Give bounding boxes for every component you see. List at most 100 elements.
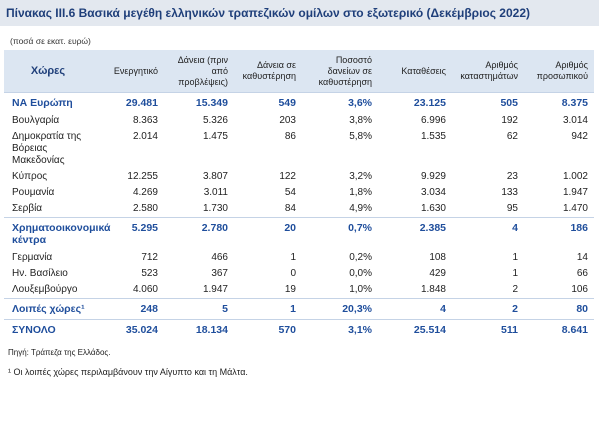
cell: 523 bbox=[141, 268, 158, 279]
row-label: Σερβία bbox=[12, 203, 43, 214]
cell: 2.580 bbox=[132, 203, 158, 214]
cell: 1.947 bbox=[202, 284, 228, 295]
column-header: Ποσοστό δανείων σε καθυστέρηση bbox=[302, 50, 378, 93]
cell: 0,2% bbox=[349, 252, 372, 263]
column-header: Αριθμός προσωπικού bbox=[524, 50, 594, 93]
column-header: Χώρες bbox=[4, 50, 96, 93]
cell: 1,0% bbox=[349, 284, 372, 295]
cell: 2 bbox=[512, 284, 518, 295]
cell: 106 bbox=[571, 284, 588, 295]
cell: 3,6% bbox=[302, 92, 378, 113]
unit-note: (ποσά σε εκατ. ευρώ) bbox=[10, 36, 91, 46]
cell: 0,0% bbox=[349, 268, 372, 279]
cell: 3.011 bbox=[203, 187, 228, 198]
table-row: Ρουμανία 4.269 3.011 54 1,8% 3.034 133 1.947 bbox=[4, 185, 594, 201]
cell: 1.470 bbox=[562, 203, 588, 214]
cell: 1.535 bbox=[420, 131, 446, 142]
table-row: Σερβία 2.580 1.730 84 4,9% 1.630 95 1.470 bbox=[4, 201, 594, 218]
row-label: Δημοκρατία της Βόρειας Μακεδονίας bbox=[12, 131, 82, 166]
row-label: ΝΑ Ευρώπη bbox=[4, 92, 96, 113]
column-header: Καταθέσεις bbox=[378, 50, 452, 93]
row-label: Λουξεμβούργο bbox=[12, 284, 78, 295]
cell: 2.014 bbox=[132, 131, 158, 142]
cell: 122 bbox=[279, 171, 296, 182]
cell: 549 bbox=[234, 92, 302, 113]
group-row: Λοιπές χώρες¹ 248 5 1 20,3% 4 2 80 bbox=[4, 298, 594, 320]
cell: 35.024 bbox=[96, 319, 164, 340]
table-row: Λουξεμβούργο 4.060 1.947 19 1,0% 1.848 2 106 bbox=[4, 282, 594, 299]
cell: 3.807 bbox=[202, 171, 228, 182]
cell: 4 bbox=[378, 298, 452, 320]
group-row: ΣΥΝΟΛΟ 35.024 18.134 570 3,1% 25.514 511 8.641 bbox=[4, 319, 594, 340]
cell: 12.255 bbox=[127, 171, 158, 182]
cell: 95 bbox=[506, 203, 518, 214]
cell: 25.514 bbox=[378, 319, 452, 340]
cell: 5.326 bbox=[202, 115, 228, 126]
cell: 80 bbox=[524, 298, 594, 320]
group-row: ΝΑ Ευρώπη 29.481 15.349 549 3,6% 23.125 505 8.3… bbox=[4, 92, 594, 113]
column-header: Ενεργητικό bbox=[96, 50, 164, 93]
cell: 1.848 bbox=[420, 284, 446, 295]
cell: 1.730 bbox=[202, 203, 228, 214]
cell: 86 bbox=[284, 131, 296, 142]
cell: 1.630 bbox=[420, 203, 446, 214]
row-label: Ην. Βασίλειο bbox=[12, 268, 68, 279]
cell: 4 bbox=[452, 217, 524, 250]
data-table: Χώρες Ενεργητικό Δάνεια (πριν από προβλέψε… bbox=[4, 50, 594, 340]
cell: 66 bbox=[576, 268, 588, 279]
cell: 84 bbox=[284, 203, 296, 214]
cell: 570 bbox=[234, 319, 302, 340]
cell: 1 bbox=[512, 268, 518, 279]
footnote: ¹ Οι λοιπές χώρες περιλαμβάνουν την Αίγυ… bbox=[8, 367, 248, 377]
cell: 8.641 bbox=[524, 319, 594, 340]
cell: 0 bbox=[290, 268, 296, 279]
cell: 19 bbox=[284, 284, 296, 295]
cell: 505 bbox=[452, 92, 524, 113]
header-row: Χώρες Ενεργητικό Δάνεια (πριν από προβλέψε… bbox=[4, 50, 594, 93]
cell: 20,3% bbox=[302, 298, 378, 320]
cell: 0,7% bbox=[302, 217, 378, 250]
column-header: Δάνεια σε καθυστέρηση bbox=[234, 50, 302, 93]
cell: 18.134 bbox=[164, 319, 234, 340]
cell: 5 bbox=[164, 298, 234, 320]
cell: 29.481 bbox=[96, 92, 164, 113]
table-row: Γερμανία 712 466 1 0,2% 108 1 14 bbox=[4, 250, 594, 266]
row-label: Λοιπές χώρες¹ bbox=[4, 298, 96, 320]
row-label: Γερμανία bbox=[12, 252, 53, 263]
table-row: Βουλγαρία 8.363 5.326 203 3,8% 6.996 192 3.014 bbox=[4, 113, 594, 129]
cell: 367 bbox=[211, 268, 228, 279]
cell: 6.996 bbox=[420, 115, 446, 126]
table-body: ΝΑ Ευρώπη 29.481 15.349 549 3,6% 23.125 505 8.3… bbox=[4, 92, 594, 340]
cell: 108 bbox=[429, 252, 446, 263]
cell: 4,9% bbox=[349, 203, 372, 214]
cell: 1 bbox=[512, 252, 518, 263]
cell: 511 bbox=[452, 319, 524, 340]
cell: 5,8% bbox=[349, 131, 372, 142]
cell: 1,8% bbox=[349, 187, 372, 198]
cell: 3,2% bbox=[349, 171, 372, 182]
row-label: ΣΥΝΟΛΟ bbox=[4, 319, 96, 340]
cell: 186 bbox=[524, 217, 594, 250]
group-row: Χρηματοοικονομικά κέντρα 5.295 2.780 20 0,7%… bbox=[4, 217, 594, 250]
cell: 8.363 bbox=[132, 115, 158, 126]
cell: 1.947 bbox=[562, 187, 588, 198]
cell: 3.014 bbox=[562, 115, 588, 126]
cell: 1.002 bbox=[562, 171, 588, 182]
row-label: Χρηματοοικονομικά κέντρα bbox=[4, 217, 110, 250]
column-header: Δάνεια (πριν από προβλέψεις) bbox=[164, 50, 234, 93]
cell: 192 bbox=[501, 115, 518, 126]
table-title: Πίνακας ΙΙΙ.6 Βασικά μεγέθη ελληνικών τρ… bbox=[0, 0, 599, 26]
cell: 4.060 bbox=[132, 284, 158, 295]
cell: 5.295 bbox=[96, 217, 164, 250]
cell: 23.125 bbox=[378, 92, 452, 113]
cell: 3.034 bbox=[420, 187, 446, 198]
source: Πηγή: Τράπεζα της Ελλάδος. bbox=[8, 348, 111, 357]
cell: 20 bbox=[234, 217, 302, 250]
cell: 2 bbox=[452, 298, 524, 320]
column-header: Αριθμός καταστημάτων bbox=[452, 50, 524, 93]
cell: 15.349 bbox=[164, 92, 234, 113]
cell: 133 bbox=[501, 187, 518, 198]
cell: 2.780 bbox=[164, 217, 234, 250]
cell: 14 bbox=[576, 252, 588, 263]
